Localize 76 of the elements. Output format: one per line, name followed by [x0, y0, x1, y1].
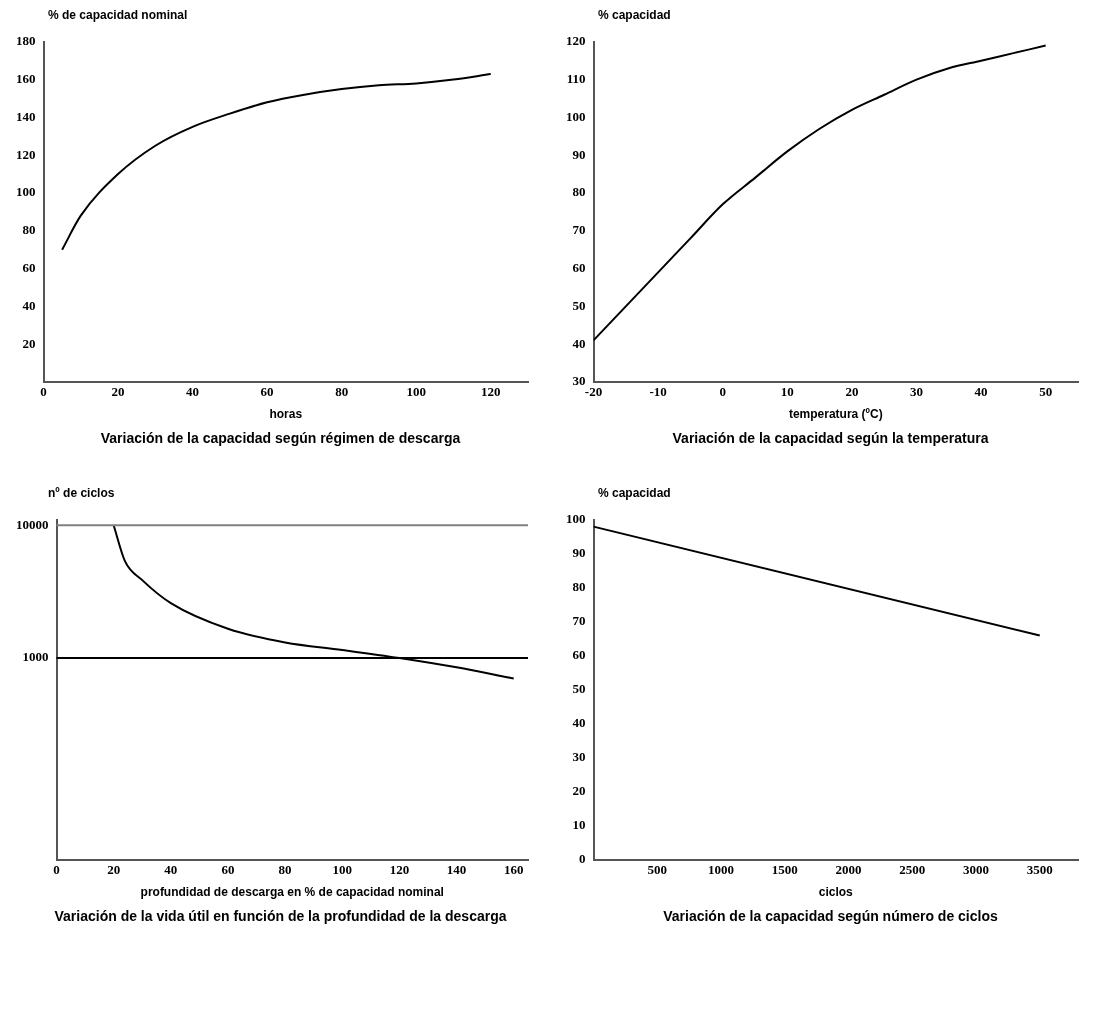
y-tick-label: 20	[22, 335, 36, 351]
x-tick-label: 30	[910, 384, 923, 400]
y-tick-label: 30	[572, 373, 586, 389]
y-tick-label: 10000	[16, 516, 49, 532]
x-tick-label: 80	[278, 862, 292, 878]
x-tick-label: 0	[53, 862, 60, 878]
x-tick-label: 50	[1039, 384, 1053, 400]
x-axis-title: profundidad de descarga en % de capacidad nominal	[140, 885, 444, 900]
y-tick-label: 120	[16, 146, 36, 162]
y-tick-label: 80	[572, 579, 586, 595]
text: Variación de la capacidad según régimen de descarga	[99, 430, 462, 446]
x-tick-label: -20	[584, 384, 603, 400]
x-tick-label: 100	[406, 384, 426, 400]
text: Variación de la capacidad según número de ciclos	[662, 908, 999, 924]
text: Variación de la capacidad según la temperatura	[671, 430, 990, 446]
x-tick-label: 60	[221, 862, 235, 878]
x-tick-label: 10	[780, 384, 794, 400]
x-tick-label: 40	[186, 384, 200, 400]
y-tick-label: 80	[572, 184, 586, 200]
y-tick-label: 70	[572, 613, 586, 629]
x-tick-label: 1500	[771, 862, 798, 878]
y-tick-label: 0	[579, 851, 586, 867]
x-tick-label: 160	[503, 862, 524, 878]
y-tick-label: 140	[16, 108, 36, 124]
x-tick-label: 100	[332, 862, 353, 878]
y-tick-label: 1000	[22, 649, 49, 665]
y-tick-label: 90	[572, 146, 586, 162]
y-tick-label: 50	[572, 681, 586, 697]
line-series	[593, 44, 1047, 342]
x-axis-title: ciclos	[818, 885, 854, 900]
x-tick-label: 2000	[835, 862, 862, 878]
x-tick-label: 2500	[899, 862, 926, 878]
y-tick-label: 80	[22, 222, 36, 238]
y-tick-label: 10	[572, 817, 586, 833]
y-tick-label: 60	[572, 259, 586, 275]
x-tick-label: 3000	[963, 862, 989, 878]
x-axis-title: horas	[269, 407, 303, 422]
y-tick-label: 100	[566, 511, 586, 527]
x-tick-label: 40	[974, 384, 988, 400]
y-axis-title: % capacidad	[597, 8, 672, 24]
x-tick-label: 1000	[708, 862, 734, 878]
y-tick-label: 70	[572, 222, 586, 238]
x-tick-label: -10	[649, 384, 667, 400]
y-tick-label: 110	[566, 70, 586, 86]
y-tick-label: 100	[16, 184, 36, 200]
x-axis-title: temperatura (ºC)	[788, 407, 883, 422]
x-tick-label: 40	[164, 862, 178, 878]
x-tick-label: 140	[446, 862, 467, 878]
x-tick-label: 20	[111, 384, 125, 400]
text: Variación de la vida útil en función de la profundidad de la descarga	[53, 908, 508, 924]
x-tick-label: 500	[647, 862, 667, 878]
x-tick-label: 120	[480, 384, 501, 400]
y-tick-label: 100	[566, 108, 586, 124]
y-tick-label: 20	[572, 783, 586, 799]
x-tick-label: 0	[719, 384, 726, 400]
y-tick-label: 160	[16, 70, 36, 86]
y-tick-label: 90	[572, 545, 586, 561]
y-tick-label: 50	[572, 297, 586, 313]
y-axis-title: nº de ciclos	[47, 486, 116, 502]
y-tick-label: 60	[572, 647, 586, 663]
y-tick-label: 30	[572, 749, 586, 765]
y-axis-title: % de capacidad nominal	[47, 8, 189, 24]
y-tick-label: 60	[22, 259, 36, 275]
x-tick-label: 80	[335, 384, 349, 400]
x-tick-label: 60	[260, 384, 274, 400]
x-tick-label: 3500	[1026, 862, 1053, 878]
y-axis-title: % capacidad	[597, 486, 672, 502]
y-tick-label: 40	[572, 715, 586, 731]
y-tick-label: 40	[22, 297, 36, 313]
x-tick-label: 20	[107, 862, 121, 878]
x-tick-label: 120	[389, 862, 410, 878]
x-tick-label: 20	[845, 384, 859, 400]
y-tick-label: 120	[566, 33, 586, 49]
y-tick-label: 180	[16, 33, 36, 49]
y-tick-label: 40	[572, 335, 586, 351]
line-series	[61, 72, 492, 251]
